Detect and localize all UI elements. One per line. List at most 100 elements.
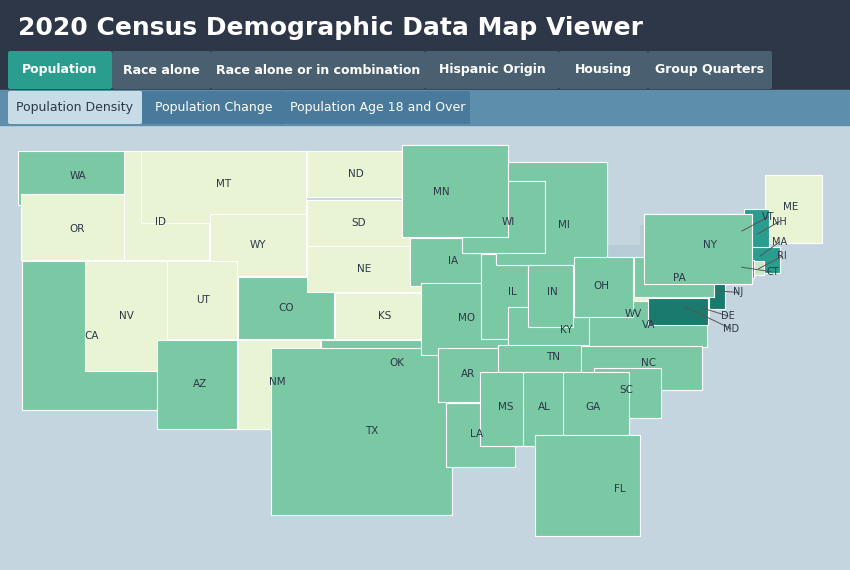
Bar [308,246,428,292]
Text: MT: MT [216,179,231,189]
Text: OR: OR [70,225,85,234]
Bar [643,214,752,284]
Text: IA: IA [448,256,458,266]
Bar [581,347,702,389]
Bar [438,348,507,402]
Text: NV: NV [119,311,133,321]
Text: IN: IN [547,287,558,298]
Bar [753,262,763,275]
Text: GA: GA [586,402,601,412]
Text: NM: NM [269,377,286,387]
Bar [157,340,237,429]
Bar [481,254,536,339]
Bar [321,340,439,393]
FancyBboxPatch shape [8,51,112,89]
Bar [590,301,706,347]
Bar [575,256,633,317]
Bar [402,145,508,237]
Bar [402,145,508,237]
Bar [496,162,607,265]
Text: MD: MD [722,324,739,333]
Bar [575,256,633,317]
Bar [308,200,412,253]
Bar [462,181,546,253]
Bar [733,214,758,250]
Bar [643,214,752,284]
Bar [523,372,572,446]
Bar [411,238,500,286]
Text: MS: MS [498,402,513,412]
Text: MI: MI [558,219,570,230]
Text: KY: KY [560,325,573,335]
Bar [0,0,850,125]
Text: VT: VT [762,212,774,222]
Text: AR: AR [461,369,475,379]
Text: AL: AL [538,402,551,412]
Text: SC: SC [620,385,633,395]
Text: Population Density: Population Density [16,101,133,114]
Bar [578,195,607,269]
Bar [19,151,128,205]
Text: OH: OH [593,281,609,291]
Text: DE: DE [721,311,735,321]
Text: LA: LA [470,429,483,439]
Text: Population: Population [22,63,98,76]
Bar [744,210,769,250]
Text: Population Age 18 and Over: Population Age 18 and Over [291,101,466,114]
Bar [140,151,306,223]
Text: WY: WY [250,240,266,250]
Bar [462,181,546,253]
Text: WA: WA [69,171,86,181]
Text: CT: CT [766,267,779,277]
Text: RI: RI [777,251,787,261]
Text: Hispanic Origin: Hispanic Origin [439,63,546,76]
Bar [507,307,614,347]
Bar [563,372,629,443]
Bar [593,368,660,418]
Bar [648,298,708,325]
Text: ND: ND [348,169,364,180]
Bar [167,262,237,339]
Text: MN: MN [434,186,450,197]
Bar [22,262,166,410]
Text: NH: NH [772,217,787,226]
Text: PA: PA [673,273,686,283]
Bar [446,403,515,467]
Text: Race alone: Race alone [123,63,200,76]
Text: WV: WV [625,310,642,319]
Text: AZ: AZ [193,378,207,389]
Bar [592,245,659,272]
Text: Population Change: Population Change [156,101,273,114]
Bar [536,434,640,536]
Bar [700,296,710,317]
Text: ME: ME [783,202,798,213]
Bar [529,264,573,327]
Text: Group Quarters: Group Quarters [655,63,764,76]
Bar [731,247,780,273]
Bar [21,194,133,260]
Text: FL: FL [614,484,626,494]
Text: Race alone or in combination: Race alone or in combination [216,63,420,76]
Text: IL: IL [508,287,517,298]
Text: OK: OK [389,358,405,368]
FancyBboxPatch shape [559,51,648,89]
Bar [0,125,850,570]
Text: NJ: NJ [733,287,743,298]
Text: WI: WI [502,217,515,226]
Text: TX: TX [366,426,379,436]
Bar [473,166,578,201]
Bar [238,277,334,339]
FancyBboxPatch shape [425,51,559,89]
FancyBboxPatch shape [8,91,142,124]
Bar [728,260,754,278]
Text: ID: ID [156,217,167,226]
Bar [530,198,575,266]
Bar [605,283,672,336]
Bar [496,162,607,265]
Text: Housing: Housing [575,63,632,76]
Bar [124,151,209,260]
FancyBboxPatch shape [211,51,425,89]
FancyBboxPatch shape [286,91,470,124]
Text: CA: CA [84,332,99,341]
FancyBboxPatch shape [142,91,286,124]
